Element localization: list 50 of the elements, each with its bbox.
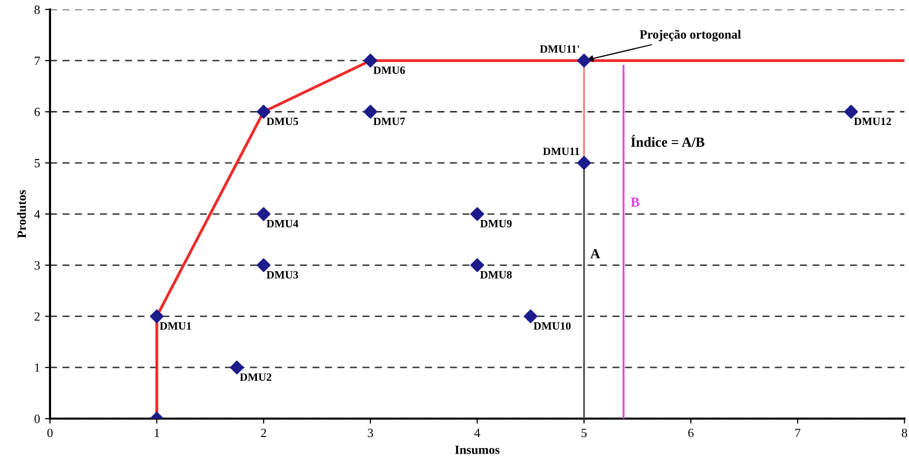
data-label: DMU5 — [266, 118, 298, 126]
y-tick-label: 8 — [34, 5, 40, 14]
x-tick-label: 1 — [154, 428, 160, 437]
point — [256, 104, 271, 119]
data-label: DMU9 — [480, 220, 512, 228]
data-label: DMU8 — [480, 271, 512, 279]
data-label: DMU11 — [543, 148, 580, 156]
point — [470, 258, 484, 272]
point — [524, 309, 538, 324]
data-label: DMU12 — [854, 118, 891, 126]
point — [470, 207, 484, 221]
data-label: DMU11' — [540, 45, 580, 53]
point — [577, 54, 591, 68]
x-tick-label: 4 — [474, 428, 480, 437]
point — [230, 360, 244, 374]
annotation: Projeção ortogonal — [640, 30, 741, 42]
y-axis-title: Produtos — [17, 190, 26, 238]
y-tick-label: 0 — [34, 414, 40, 424]
point — [844, 104, 858, 119]
x-tick-label: 5 — [582, 428, 587, 438]
x-tick-label: 0 — [47, 428, 53, 438]
point — [256, 258, 271, 272]
y-tick-label: 6 — [34, 108, 40, 116]
annotation: Índice = A/B — [630, 134, 704, 147]
data-label: DMU4 — [266, 220, 298, 228]
x-tick-label: 8 — [902, 428, 908, 438]
point — [364, 54, 378, 68]
x-tick-label: 7 — [795, 428, 800, 437]
data-label: DMU2 — [240, 373, 272, 381]
data-label: DMU6 — [373, 66, 405, 74]
y-tick-label: 4 — [34, 210, 40, 218]
data-label: DMU1 — [160, 322, 192, 330]
y-tick-label: 7 — [34, 56, 40, 65]
y-tick-label: 1 — [35, 364, 40, 372]
x-tick-label: 3 — [368, 428, 374, 438]
data-label: DMU7 — [373, 118, 406, 126]
y-tick-label: 3 — [34, 261, 40, 270]
x-tick-label: 2 — [261, 428, 266, 437]
x-tick-label: 6 — [688, 428, 694, 438]
x-axis-title: Insumos — [455, 446, 500, 454]
data-label: DMU10 — [534, 322, 571, 330]
annotation: A — [590, 249, 600, 258]
point — [364, 104, 378, 119]
point — [150, 309, 164, 324]
y-tick-label: 2 — [34, 312, 40, 321]
y-tick-label: 5 — [34, 159, 40, 168]
annotation: B — [630, 198, 640, 207]
data-label: DMU3 — [266, 271, 298, 279]
point — [256, 207, 271, 221]
point — [577, 156, 591, 170]
